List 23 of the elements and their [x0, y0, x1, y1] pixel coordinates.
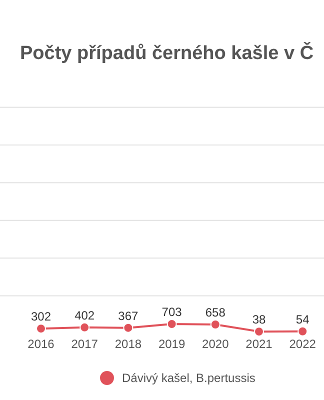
legend-label: Dávivý kašel, B.pertussis — [122, 371, 256, 385]
data-label: 38 — [252, 312, 266, 327]
x-tick-label: 2018 — [114, 337, 142, 351]
point — [123, 322, 134, 333]
data-label: 658 — [205, 306, 226, 320]
point — [36, 324, 46, 334]
point — [210, 320, 220, 330]
point — [80, 322, 90, 332]
data-label: 703 — [162, 305, 182, 319]
x-tick-label: 2020 — [202, 337, 230, 351]
point — [254, 326, 264, 337]
data-label: 367 — [118, 308, 139, 323]
data-label: 302 — [30, 310, 52, 324]
data-label: 402 — [74, 308, 95, 322]
x-tick-label: 2022 — [289, 337, 316, 351]
data-label: 54 — [296, 312, 310, 326]
point — [166, 319, 177, 329]
x-tick-label: 2021 — [246, 337, 273, 351]
point — [298, 326, 308, 336]
x-tick-label: 2016 — [28, 337, 55, 351]
x-tick-label: 2019 — [158, 337, 186, 351]
x-tick-label: 2017 — [71, 337, 98, 351]
chart-title: Počty případů černého kašle v Č — [20, 41, 314, 64]
